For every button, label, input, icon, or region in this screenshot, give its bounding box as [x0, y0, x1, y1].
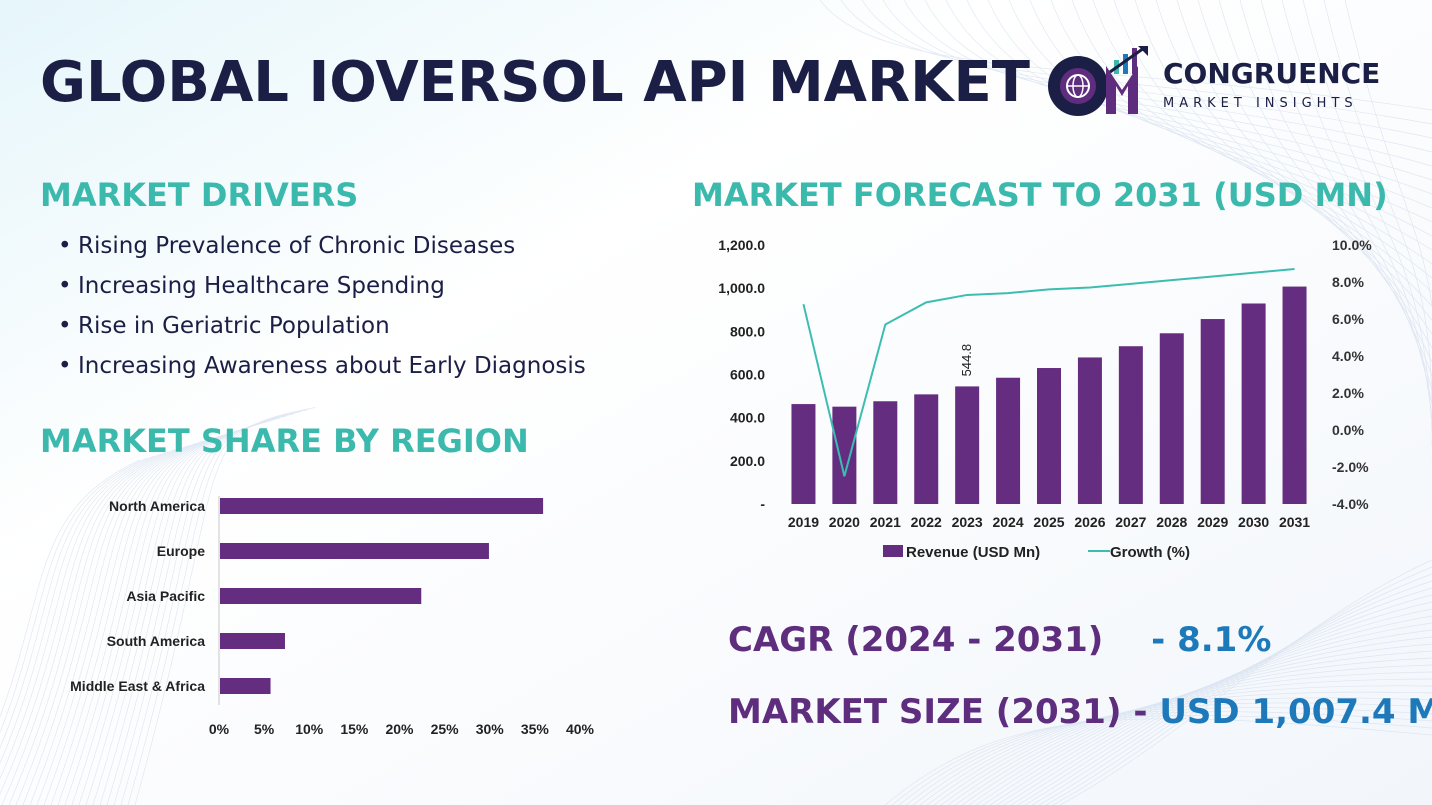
x-tick-label: 30%: [476, 721, 505, 737]
driver-item: • Increasing Healthcare Spending: [58, 273, 445, 299]
bar: [1037, 368, 1061, 504]
forecast-heading: MARKET FORECAST TO 2031 (USD MN): [692, 176, 1388, 214]
market-size-dash: -: [1133, 692, 1148, 732]
x-tick-label: 2020: [829, 514, 860, 530]
bar: [220, 678, 271, 694]
growth-line: [802, 268, 1295, 477]
bar: [1077, 357, 1102, 504]
cagr-value: - 8.1%: [1151, 620, 1272, 660]
bar: [220, 543, 489, 559]
x-tick-label: 40%: [566, 721, 595, 737]
bar: [220, 498, 544, 514]
logo-mark: [1048, 46, 1148, 116]
legend-label-revenue: Revenue (USD Mn): [906, 544, 1040, 561]
x-tick-label: 15%: [340, 721, 369, 737]
x-tick-label: 2021: [870, 514, 901, 530]
x-tick-label: 2027: [1115, 514, 1146, 530]
category-label: North America: [109, 498, 205, 514]
x-tick-label: 2019: [788, 514, 819, 530]
region-heading: MARKET SHARE BY REGION: [40, 422, 529, 460]
bar: [220, 588, 422, 604]
bar: [1159, 333, 1184, 504]
x-tick-label: 20%: [385, 721, 414, 737]
y-left-tick-label: 1,200.0: [718, 237, 765, 253]
driver-item: • Rising Prevalence of Chronic Diseases: [58, 233, 516, 259]
x-tick-label: 2029: [1197, 514, 1228, 530]
category-label: Middle East & Africa: [70, 678, 205, 694]
y-left-tick-label: 200.0: [730, 453, 765, 469]
category-label: Asia Pacific: [126, 588, 205, 604]
x-tick-label: 2030: [1238, 514, 1269, 530]
bar: [1200, 319, 1225, 504]
x-tick-label: 35%: [521, 721, 550, 737]
driver-item: • Rise in Geriatric Population: [58, 313, 390, 339]
page-title: GLOBAL IOVERSOL API MARKET: [40, 50, 1030, 115]
logo-name: CONGRUENCE: [1163, 57, 1381, 90]
cagr-stat: CAGR (2024 - 2031) - 8.1%: [728, 620, 1271, 660]
category-label: South America: [107, 633, 205, 649]
y-right-tick-label: 6.0%: [1332, 311, 1364, 327]
y-left-tick-label: 400.0: [730, 410, 765, 426]
y-right-tick-label: -2.0%: [1332, 459, 1369, 475]
bar: [1282, 286, 1307, 504]
region-share-chart: North America Europe Asia Pacific South Ame…: [70, 496, 595, 737]
y-left-tick-label: -: [760, 496, 765, 512]
y-left-tick-label: 600.0: [730, 367, 765, 383]
x-tick-label: 2022: [911, 514, 942, 530]
x-tick-label: 2025: [1033, 514, 1064, 530]
market-size-label: MARKET SIZE (2031): [728, 692, 1122, 732]
forecast-chart: - 200.0 400.0 600.0 800.0 1,000.0 1,200.0 -4.0%…: [718, 237, 1372, 561]
bar: [220, 633, 285, 649]
bar: [955, 386, 980, 504]
y-right-tick-label: 0.0%: [1332, 422, 1364, 438]
cagr-label: CAGR (2024 - 2031): [728, 620, 1104, 660]
logo-tagline: MARKET INSIGHTS: [1163, 96, 1358, 111]
x-tick-label: 0%: [209, 721, 230, 737]
x-tick-label: 2031: [1279, 514, 1310, 530]
market-size-value: USD 1,007.4 MN: [1159, 692, 1432, 732]
drivers-list: • Rising Prevalence of Chronic Diseases •…: [58, 232, 586, 392]
x-tick-label: 2024: [992, 514, 1023, 530]
x-tick-label: 10%: [295, 721, 324, 737]
bar: [832, 406, 857, 504]
x-tick-label: 2028: [1156, 514, 1187, 530]
market-size-stat: MARKET SIZE (2031) - USD 1,007.4 MN: [728, 692, 1432, 732]
bar: [1241, 303, 1266, 504]
drivers-heading: MARKET DRIVERS: [40, 176, 359, 214]
y-left-tick-label: 800.0: [730, 323, 765, 339]
y-right-tick-label: 10.0%: [1332, 237, 1372, 253]
x-tick-label: 25%: [431, 721, 460, 737]
bar: [791, 404, 816, 504]
x-tick-label: 2023: [952, 514, 983, 530]
legend-swatch-revenue: [883, 545, 903, 557]
y-right-tick-label: 4.0%: [1332, 348, 1364, 364]
category-label: Europe: [157, 543, 205, 559]
y-right-tick-label: 8.0%: [1332, 274, 1364, 290]
x-tick-label: 2026: [1074, 514, 1105, 530]
y-left-tick-label: 1,000.0: [718, 280, 765, 296]
bar: [1118, 346, 1143, 504]
legend-label-growth: Growth (%): [1110, 544, 1190, 561]
y-right-tick-label: -4.0%: [1332, 496, 1369, 512]
bar: [914, 394, 939, 504]
x-tick-label: 5%: [254, 721, 275, 737]
data-label: 544.8: [959, 344, 974, 377]
driver-item: • Increasing Awareness about Early Diagno…: [58, 353, 586, 379]
bar: [996, 377, 1021, 504]
y-right-tick-label: 2.0%: [1332, 385, 1364, 401]
bar: [873, 401, 898, 504]
